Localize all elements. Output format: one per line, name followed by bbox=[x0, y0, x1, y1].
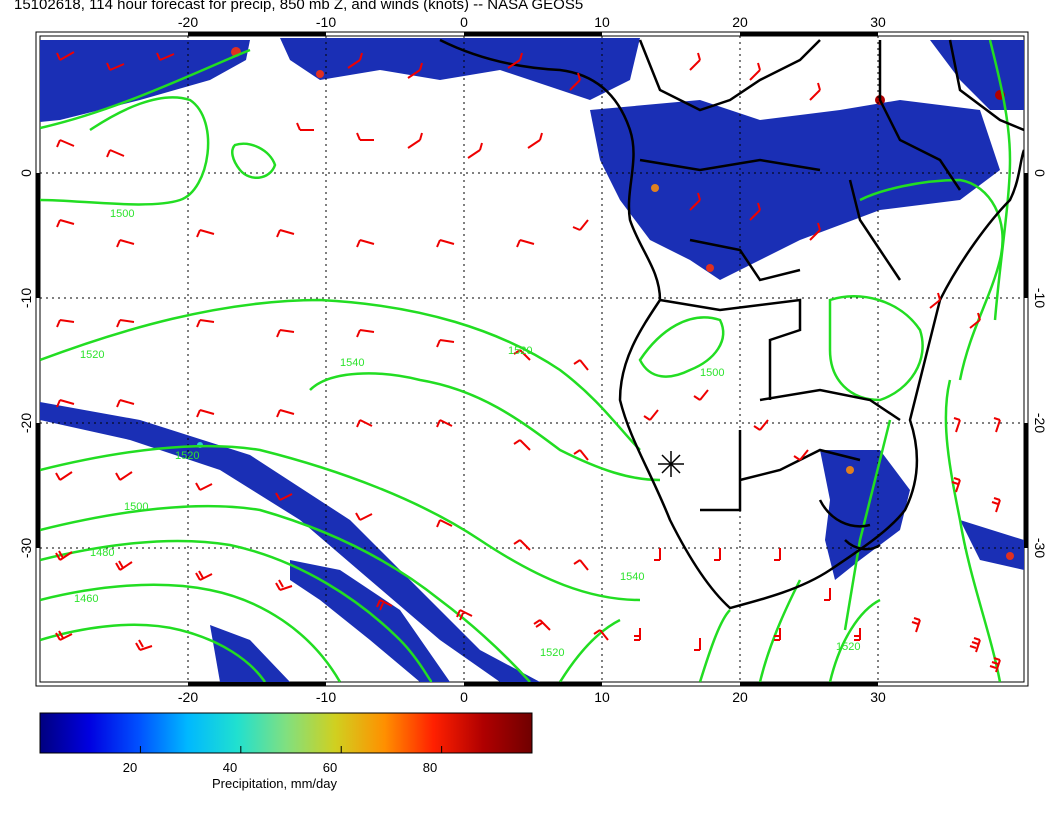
top-lon-labels: -20 -10 0 10 20 30 bbox=[178, 14, 886, 30]
colorbar-label: Precipitation, mm/day bbox=[212, 776, 337, 791]
lat-tick-label: -10 bbox=[1032, 288, 1048, 308]
precip-band-west-africa bbox=[280, 38, 640, 100]
contour-label: 1520 bbox=[80, 349, 104, 361]
lat-tick-label: -20 bbox=[18, 413, 34, 433]
left-lat-labels: 0 -10 -20 -30 bbox=[18, 169, 34, 558]
contour-label: 1520 bbox=[175, 450, 199, 462]
precip-band-central-africa bbox=[590, 100, 1000, 280]
lat-tick-label: 0 bbox=[1032, 169, 1048, 177]
contour-label: 1500 bbox=[124, 501, 148, 513]
colorbar-tick-label: 20 bbox=[122, 760, 138, 775]
contour-label: 1460 bbox=[74, 593, 98, 605]
lon-tick-label: 10 bbox=[594, 689, 610, 705]
colorbar-tick-marks bbox=[139, 746, 443, 753]
contour-label: 1500 bbox=[110, 208, 134, 220]
lat-tick-label: -20 bbox=[1032, 413, 1048, 433]
lat-tick-label: 0 bbox=[18, 169, 34, 177]
lat-tick-label: -10 bbox=[18, 288, 34, 308]
lon-tick-label: -10 bbox=[316, 14, 336, 30]
location-marker bbox=[658, 451, 684, 477]
lon-tick-label: 10 bbox=[594, 14, 610, 30]
lon-tick-label: 20 bbox=[732, 14, 748, 30]
contour-label: 1540 bbox=[340, 357, 364, 369]
colorbar bbox=[39, 712, 533, 754]
colorbar-tick-label: 60 bbox=[322, 760, 338, 775]
lon-tick-label: -20 bbox=[178, 689, 198, 705]
lat-tick-label: -30 bbox=[18, 538, 34, 558]
bottom-lon-labels: -20 -10 0 10 20 30 bbox=[178, 689, 886, 705]
contour-label: 1480 bbox=[90, 547, 114, 559]
contour-labels: 1500 1520 1540 1520 1520 1500 1540 1480 … bbox=[74, 208, 860, 659]
lon-tick-label: 0 bbox=[460, 14, 468, 30]
lat-lon-grid bbox=[40, 36, 1024, 682]
map-title: 15102618, 114 hour forecast for precip, … bbox=[14, 0, 584, 13]
lon-tick-label: 30 bbox=[870, 14, 886, 30]
lon-tick-label: 20 bbox=[732, 689, 748, 705]
wind-barbs bbox=[55, 51, 1001, 673]
contour-label: 1540 bbox=[620, 571, 644, 583]
precip-band-southwest bbox=[210, 625, 290, 682]
frame-ticks bbox=[36, 32, 1028, 686]
right-lat-labels: 0 -10 -20 -30 bbox=[1032, 169, 1048, 558]
coastlines-and-borders bbox=[439, 38, 1024, 610]
precip-band-south-atlantic-front bbox=[40, 402, 540, 682]
lat-tick-label: -30 bbox=[1032, 538, 1048, 558]
contour-label: 1520 bbox=[540, 647, 564, 659]
lon-tick-label: -20 bbox=[178, 14, 198, 30]
contour-label: 1500 bbox=[700, 367, 724, 379]
lon-tick-label: -10 bbox=[316, 689, 336, 705]
contour-label: 1520 bbox=[836, 641, 860, 653]
precip-band-north-atlantic bbox=[40, 40, 250, 122]
lon-tick-label: 0 bbox=[460, 689, 468, 705]
lon-tick-label: 30 bbox=[870, 689, 886, 705]
colorbar-tick-label: 40 bbox=[222, 760, 238, 775]
contour-label: 1520 bbox=[508, 345, 532, 357]
colorbar-tick-label: 80 bbox=[422, 760, 438, 775]
